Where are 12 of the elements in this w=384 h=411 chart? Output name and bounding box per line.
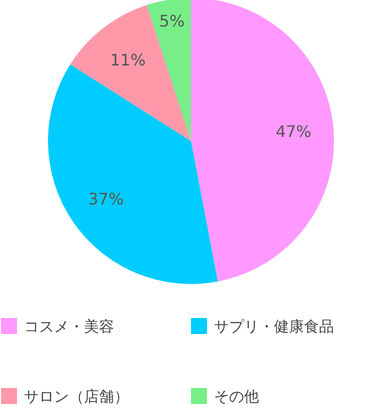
data-label: 11% — [110, 50, 146, 70]
data-label: 5% — [159, 12, 185, 31]
legend-label: その他 — [214, 387, 259, 406]
legend-label: サロン（店舗） — [24, 387, 129, 406]
pie-slice — [191, 0, 334, 282]
data-label: 37% — [88, 189, 124, 208]
data-label: 47% — [276, 122, 312, 141]
pie-slice — [48, 64, 218, 284]
pie-slice — [146, 0, 191, 141]
legend-label: コスメ・美容 — [24, 317, 114, 336]
pie-slice — [70, 5, 191, 141]
legend-label: サプリ・健康食品 — [214, 317, 334, 336]
